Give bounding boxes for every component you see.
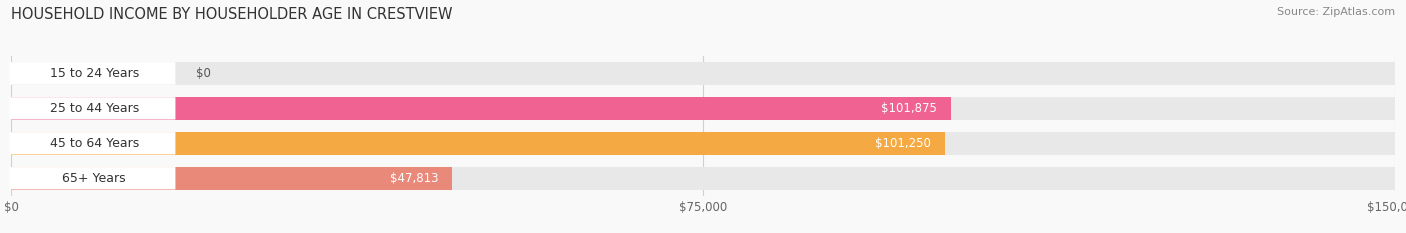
Bar bbox=[11, 97, 950, 120]
Text: $47,813: $47,813 bbox=[389, 172, 439, 185]
Text: $101,875: $101,875 bbox=[882, 102, 936, 115]
Bar bbox=[11, 167, 1395, 190]
Text: 65+ Years: 65+ Years bbox=[62, 172, 127, 185]
Bar bbox=[11, 132, 1395, 155]
Text: HOUSEHOLD INCOME BY HOUSEHOLDER AGE IN CRESTVIEW: HOUSEHOLD INCOME BY HOUSEHOLDER AGE IN C… bbox=[11, 7, 453, 22]
Bar bbox=[11, 97, 1395, 120]
Bar bbox=[11, 167, 453, 190]
Text: $101,250: $101,250 bbox=[876, 137, 931, 150]
Text: 25 to 44 Years: 25 to 44 Years bbox=[49, 102, 139, 115]
Text: 15 to 24 Years: 15 to 24 Years bbox=[49, 67, 139, 80]
FancyBboxPatch shape bbox=[10, 132, 176, 154]
Text: $0: $0 bbox=[195, 67, 211, 80]
Bar bbox=[11, 132, 945, 155]
Bar bbox=[11, 62, 1395, 85]
Text: 45 to 64 Years: 45 to 64 Years bbox=[49, 137, 139, 150]
FancyBboxPatch shape bbox=[10, 97, 176, 120]
FancyBboxPatch shape bbox=[10, 167, 176, 189]
FancyBboxPatch shape bbox=[10, 62, 176, 85]
Text: Source: ZipAtlas.com: Source: ZipAtlas.com bbox=[1277, 7, 1395, 17]
